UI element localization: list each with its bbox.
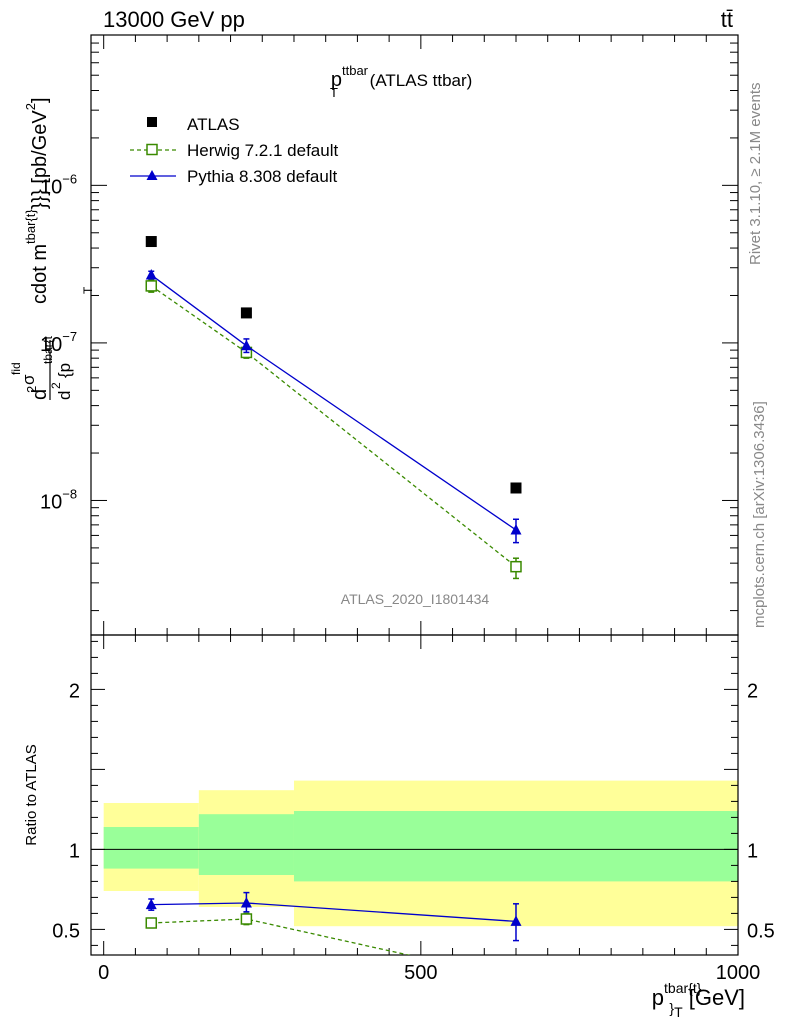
legend-marker-herwig	[146, 143, 158, 156]
ratio-ytick-label-left-1: 1	[69, 840, 80, 862]
ylabel-rest: cdot mtbar{t}}}} [pb/GeV2]	[23, 97, 51, 304]
xtick-label-2: 1000	[716, 962, 761, 984]
ratio-point-pythia-0	[145, 898, 157, 910]
legend-marker-pythia	[146, 170, 158, 180]
ylabel-sup2b: 2	[49, 382, 63, 389]
axis-ticks	[91, 34, 739, 955]
ylabel-tbar: tbar{t	[41, 335, 55, 364]
main-point-herwig-0	[145, 280, 158, 292]
xtick-label-1: 500	[404, 962, 437, 984]
band-green-1	[198, 814, 294, 875]
ratio-bands	[91, 780, 738, 927]
band-green-2	[293, 811, 738, 882]
rivet-label: Rivet 3.1.10, ≥ 2.1M events	[747, 83, 764, 266]
ratio-ytick-label-left-0: 0.5	[52, 920, 80, 942]
process-label: tt̄	[721, 7, 733, 32]
ratio-ytick-label-right-2: 2	[747, 680, 758, 702]
svg-text:d: d	[29, 389, 51, 400]
ratio-point-herwig-0	[145, 917, 158, 929]
ylabel-fid: fid	[9, 362, 23, 375]
analysis-watermark: ATLAS_2020_I1801434	[341, 591, 490, 607]
ratio-ytick-label-right-0: 0.5	[747, 920, 775, 942]
main-point-herwig-2	[510, 560, 522, 573]
ratio-xlabel: ptbar{t}}T [GeV]	[652, 980, 745, 1020]
ratio-point-pythia-1	[240, 897, 252, 908]
main-ylabel: d 2 σ fid d 2 {p tbar{t T cdot mtbar{t}}…	[9, 97, 95, 400]
legend-label-atlas: ATLAS	[187, 115, 240, 134]
main-ytick-label-2: 10−8	[40, 486, 77, 513]
main-point-pythia-0	[145, 268, 157, 280]
ratio-ytick-label-left-2: 2	[69, 680, 80, 702]
main-point-atlas-1	[240, 307, 252, 319]
main-ytick-label-0: 10−6	[40, 171, 77, 198]
tick-labels: 10−6 10−7 10−8 0.5 0.5 1 1 2 2 0 500 1000	[40, 171, 775, 984]
ratio-point-herwig-2	[511, 974, 521, 984]
ratio-line-herwig	[151, 918, 412, 955]
main-line-pythia	[150, 274, 517, 531]
legend: ATLAS Herwig 7.2.1 default Pythia 8.308 …	[130, 115, 338, 186]
energy-label: 13000 GeV pp	[103, 7, 245, 32]
ratio-data	[145, 891, 522, 984]
main-point-atlas-2	[510, 482, 522, 494]
ratio-ylabel: Ratio to ATLAS	[23, 744, 40, 845]
ratio-point-pythia-2	[510, 915, 522, 926]
main-line-herwig	[150, 285, 517, 568]
main-data	[145, 236, 522, 580]
ratio-frame	[90, 634, 739, 956]
legend-marker-atlas	[147, 117, 157, 127]
ratio-point-herwig-1	[240, 913, 253, 925]
mcplots-label: mcplots.cern.ch [arXiv:1306.3436]	[751, 401, 768, 628]
legend-label-herwig: Herwig 7.2.1 default	[187, 141, 338, 160]
main-ytick-label-1: 10−7	[40, 329, 77, 356]
ylabel-brace: {p	[55, 363, 74, 378]
main-point-pythia-2	[510, 523, 522, 535]
main-point-atlas-0	[145, 236, 157, 248]
band-green-0	[103, 827, 199, 869]
ratio-ytick-label-right-1: 1	[747, 840, 758, 862]
ylabel-sigma: σ	[19, 374, 38, 385]
xtick-label-0: 0	[98, 962, 109, 984]
ylabel-d2: d	[55, 391, 74, 400]
main-point-pythia-1	[240, 339, 252, 351]
main-title: pttbar T (ATLAS ttbar)	[330, 63, 472, 100]
ylabel-sup2a: 2	[24, 386, 39, 393]
legend-label-pythia: Pythia 8.308 default	[187, 167, 338, 186]
ylabel-T: T	[81, 286, 95, 294]
